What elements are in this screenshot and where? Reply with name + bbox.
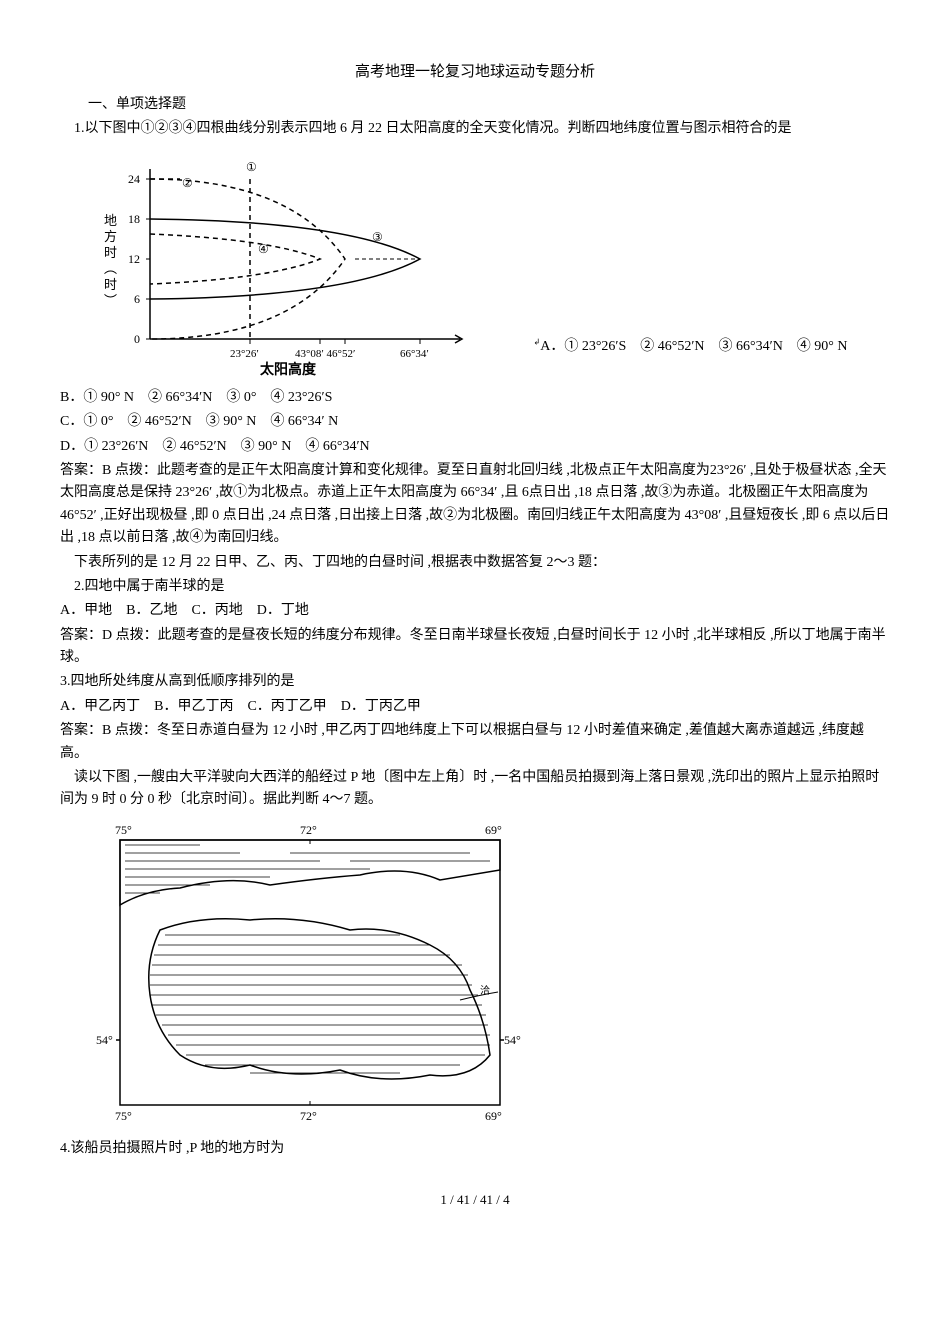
- ytick-0: 0: [134, 332, 140, 346]
- xtick-3: 66°34′: [400, 348, 429, 360]
- svg-text:︶: ︶: [104, 293, 117, 308]
- page-number: 1 / 41 / 41 / 4: [60, 1190, 890, 1211]
- option-b: B．① 90° N ② 66°34′N ③ 0° ④ 23°26′S: [60, 387, 890, 409]
- table-intro: 下表所列的是 12 月 22 日甲、乙、丙、丁四地的白昼时间 ,根据表中数据答复…: [60, 552, 890, 574]
- answer-1: 答案：B 点拨：此题考查的是正午太阳高度计算和变化规律。夏至日直射北回归线 ,北…: [60, 460, 890, 550]
- lon-75-bot: 75°: [115, 1109, 132, 1123]
- curve-label-3: ③: [372, 230, 383, 244]
- lon-72-top: 72°: [300, 823, 317, 837]
- ytick-18: 18: [128, 212, 140, 226]
- curve-label-2: ②: [182, 176, 193, 190]
- ytick-6: 6: [134, 292, 140, 306]
- chart-1-container: 0 6 12 18 24 地 方 时 ︵ 时 ︶ 23°26′ 43°08′ 4…: [90, 149, 890, 379]
- strait-map: 75° 72° 69° 75° 72° 69° 54° 54°: [90, 820, 530, 1130]
- q2-options: A．甲地 B．乙地 C．丙地 D．丁地: [60, 600, 890, 622]
- answer-3: 答案：B 点拨：冬至日赤道白昼为 12 小时 ,甲乙丙丁四地纬度上下可以根据白昼…: [60, 720, 890, 765]
- svg-text:方: 方: [104, 229, 117, 244]
- option-c: C．① 0° ② 46°52′N ③ 90° N ④ 66°34′ N: [60, 411, 890, 433]
- lon-72-bot: 72°: [300, 1109, 317, 1123]
- question-4: 4.该船员拍摄照片时 ,P 地的地方时为: [60, 1138, 890, 1160]
- svg-text:时: 时: [104, 277, 117, 292]
- channel-label: 洽: [480, 984, 490, 997]
- question-1-intro: 1.以下图中①②③④四根曲线分别表示四地 6 月 22 日太阳高度的全天变化情况…: [60, 118, 890, 140]
- curve-label-4: ④: [258, 242, 269, 256]
- svg-text:时: 时: [104, 245, 117, 260]
- xtick-2: 43°08′ 46°52′: [295, 348, 355, 360]
- option-d: D．① 23°26′N ② 46°52′N ③ 90° N ④ 66°34′N: [60, 436, 890, 458]
- curve-label-1: ①: [246, 160, 257, 174]
- map-container: 75° 72° 69° 75° 72° 69° 54° 54°: [90, 820, 890, 1130]
- ytick-12: 12: [128, 252, 140, 266]
- lon-75-top: 75°: [115, 823, 132, 837]
- lon-69-top: 69°: [485, 823, 502, 837]
- lat-54-right: 54°: [504, 1033, 521, 1047]
- xtick-1: 23°26′: [230, 348, 259, 360]
- section-header: 一、单项选择题: [60, 94, 890, 116]
- x-axis-label: 太阳高度: [260, 361, 317, 378]
- y-axis-label: 地: [104, 213, 117, 228]
- option-a: ↲A．① 23°26′S ② 46°52′N ③ 66°34′N ④ 90° N: [534, 336, 848, 358]
- page-title: 高考地理一轮复习地球运动专题分析: [60, 60, 890, 84]
- question-3: 3.四地所处纬度从高到低顺序排列的是: [60, 671, 890, 693]
- solar-altitude-chart: 0 6 12 18 24 地 方 时 ︵ 时 ︶ 23°26′ 43°08′ 4…: [90, 149, 490, 379]
- passage-2-intro: 读以下图 ,一艘由大平洋驶向大西洋的船经过 P 地〔图中左上角〕时 ,一名中国船…: [60, 767, 890, 812]
- ytick-24: 24: [128, 172, 140, 186]
- svg-text:︵: ︵: [104, 261, 117, 276]
- lat-54-left: 54°: [96, 1033, 113, 1047]
- answer-2: 答案：D 点拨：此题考查的是昼夜长短的纬度分布规律。冬至日南半球昼长夜短 ,白昼…: [60, 625, 890, 670]
- question-2: 2.四地中属于南半球的是: [60, 576, 890, 598]
- q3-options: A．甲乙丙丁 B．甲乙丁丙 C．丙丁乙甲 D．丁丙乙甲: [60, 696, 890, 718]
- lon-69-bot: 69°: [485, 1109, 502, 1123]
